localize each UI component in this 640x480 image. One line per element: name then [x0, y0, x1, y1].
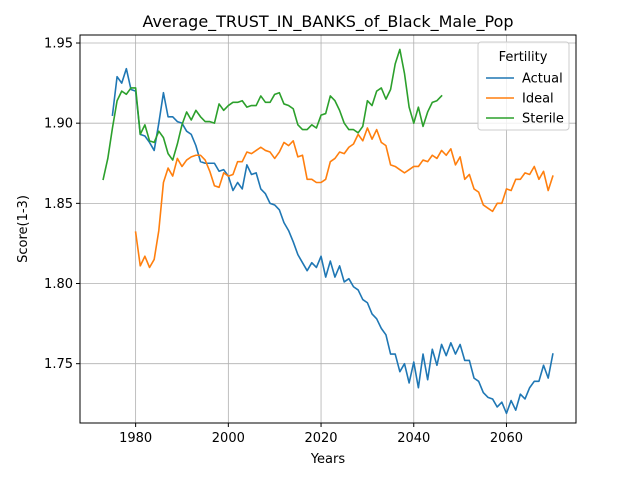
- legend: Fertility Actual Ideal Sterile: [478, 42, 569, 130]
- y-tick-label: 1.90: [44, 117, 73, 132]
- x-tick-label: 2040: [397, 431, 430, 446]
- y-axis-title: Score(1-3): [16, 195, 31, 263]
- legend-title: Fertility: [499, 50, 548, 65]
- y-tick-label: 1.85: [44, 197, 73, 212]
- y-tick-label: 1.80: [44, 277, 73, 292]
- x-tick-label: 2000: [212, 431, 245, 446]
- y-tick-label: 1.95: [44, 37, 73, 52]
- x-axis-title: Years: [310, 452, 346, 467]
- x-tick-label: 2060: [490, 431, 523, 446]
- legend-label-ideal: Ideal: [522, 92, 554, 107]
- chart-title: Average_TRUST_IN_BANKS_of_Black_Male_Pop: [142, 12, 513, 32]
- y-tick-label: 1.75: [44, 357, 73, 372]
- x-tick-label: 2020: [304, 431, 337, 446]
- legend-label-actual: Actual: [522, 72, 563, 87]
- x-tick-label: 1980: [119, 431, 152, 446]
- legend-label-sterile: Sterile: [522, 112, 564, 127]
